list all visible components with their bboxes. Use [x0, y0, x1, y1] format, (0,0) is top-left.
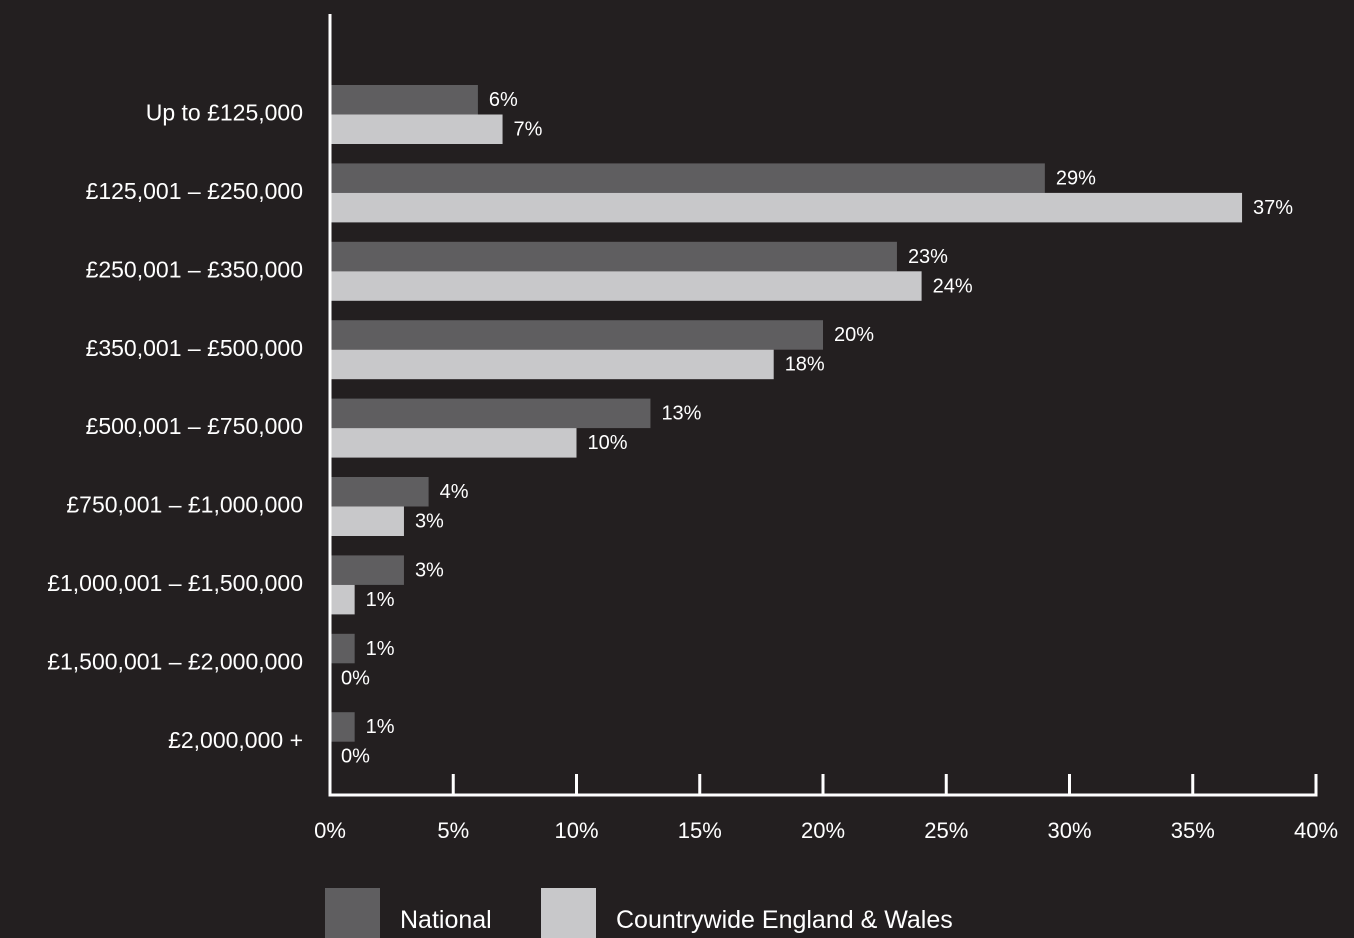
category-label: £125,001 – £250,000 — [86, 178, 303, 204]
bar-countrywide — [330, 192, 1243, 223]
category-label: Up to £125,000 — [146, 100, 303, 126]
bar-countrywide — [330, 506, 404, 536]
data-label: 20% — [834, 324, 874, 346]
legend-label-countrywide: Countrywide England & Wales — [616, 906, 953, 934]
data-label: 4% — [440, 481, 469, 503]
legend-label-national: National — [400, 906, 492, 934]
x-tick-label: 0% — [314, 818, 346, 843]
data-label: 37% — [1253, 197, 1293, 219]
data-label: 3% — [415, 511, 444, 533]
bar-national — [330, 320, 823, 350]
data-label: 1% — [366, 589, 395, 611]
data-label: 0% — [341, 746, 370, 768]
category-label: £500,001 – £750,000 — [86, 413, 303, 439]
bar-national — [330, 241, 897, 272]
data-label: 29% — [1056, 167, 1096, 189]
category-label: £2,000,000 + — [168, 727, 303, 753]
bar-countrywide — [330, 584, 355, 615]
x-ticks-group: 0% 5% 10% 15% 20% 25% 30% 35% 40% — [314, 774, 1338, 843]
data-label: 6% — [489, 89, 518, 111]
legend-swatch-countrywide — [541, 888, 596, 938]
data-labels-group: 6% 7% 29% 37% 23% 24% 20% 18% 13% 10% 4% 3% 3% 1% 1% 0%… — [341, 89, 1293, 768]
category-label: £1,500,001 – £2,000,000 — [47, 648, 303, 674]
category-label: £350,001 – £500,000 — [86, 335, 303, 361]
x-tick-label: 40% — [1294, 818, 1338, 843]
data-label: 10% — [588, 432, 628, 454]
bar-national — [330, 633, 355, 664]
data-label: 1% — [366, 716, 395, 738]
bar-national — [330, 85, 478, 115]
data-label: 18% — [785, 354, 825, 376]
bar-national — [330, 555, 404, 585]
bar-countrywide — [330, 271, 922, 301]
category-label: £1,000,001 – £1,500,000 — [47, 570, 303, 596]
bar-national — [330, 163, 1045, 193]
bar-national — [330, 477, 429, 507]
data-label: 0% — [341, 667, 370, 689]
data-label: 3% — [415, 559, 444, 581]
category-label: £250,001 – £350,000 — [86, 256, 303, 282]
category-labels-group: Up to £125,000 £125,001 – £250,000 £250,00… — [47, 100, 303, 753]
x-tick-label: 5% — [437, 818, 469, 843]
bar-countrywide — [330, 428, 577, 458]
bars-group — [330, 85, 1243, 742]
bar-national — [330, 398, 651, 429]
category-label: £750,001 – £1,000,000 — [66, 492, 303, 518]
x-tick-label: 15% — [678, 818, 722, 843]
data-label: 1% — [366, 638, 395, 660]
x-tick-label: 10% — [554, 818, 598, 843]
x-tick-label: 35% — [1171, 818, 1215, 843]
x-tick-label: 25% — [924, 818, 968, 843]
bar-national — [330, 712, 355, 742]
legend-swatch-national — [325, 888, 380, 938]
x-tick-label: 20% — [801, 818, 845, 843]
legend: National Countrywide England & Wales — [325, 888, 953, 938]
bar-countrywide — [330, 349, 774, 380]
data-label: 13% — [661, 403, 701, 425]
data-label: 23% — [908, 246, 948, 268]
bar-countrywide — [330, 114, 503, 144]
x-tick-label: 30% — [1047, 818, 1091, 843]
data-label: 24% — [933, 275, 973, 297]
data-label: 7% — [514, 119, 543, 141]
